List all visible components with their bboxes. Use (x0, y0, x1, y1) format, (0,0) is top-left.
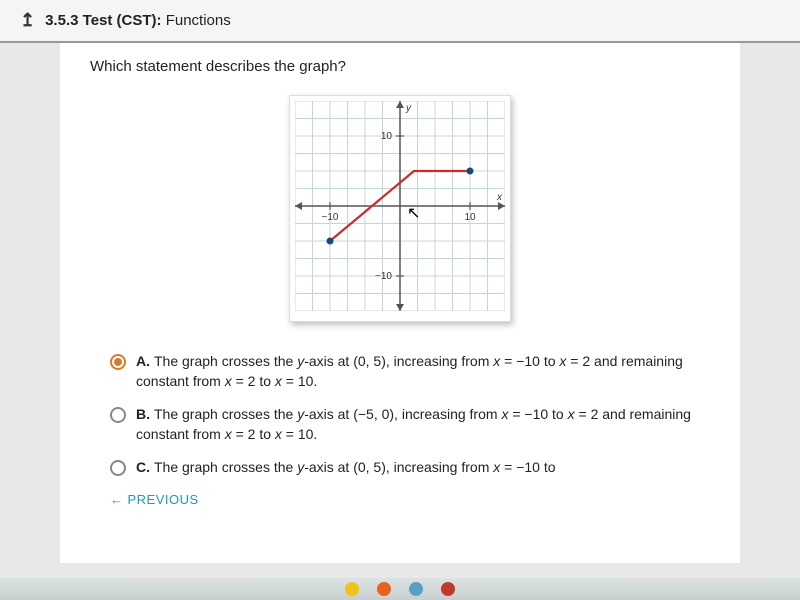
content-area: Which statement describes the graph? −10… (60, 43, 740, 563)
answer-letter: C. (136, 459, 150, 475)
svg-text:10: 10 (381, 131, 393, 142)
radio-button[interactable] (110, 460, 126, 476)
header-bar: ↥ 3.5.3 Test (CST): Functions (0, 0, 800, 43)
answer-letter: A. (136, 353, 150, 369)
arrow-left-icon: ← (110, 492, 124, 507)
svg-text:10: 10 (464, 212, 476, 223)
previous-label: PREVIOUS (128, 492, 199, 507)
answer-text: C.The graph crosses the y-axis at (0, 5)… (136, 458, 556, 478)
answer-letter: B. (136, 406, 150, 422)
gear-icon[interactable] (409, 582, 423, 596)
app-icon[interactable] (441, 582, 455, 596)
back-arrow-icon[interactable]: ↥ (20, 10, 35, 31)
test-label: Test (CST): (83, 12, 162, 29)
svg-text:−10: −10 (322, 212, 339, 223)
subject: Functions (166, 12, 231, 29)
section-num: 3.5.3 (45, 12, 78, 29)
answer-text: B.The graph crosses the y-axis at (−5, 0… (136, 405, 710, 444)
answer-option[interactable]: B.The graph crosses the y-axis at (−5, 0… (110, 405, 710, 444)
drive-icon[interactable] (377, 582, 391, 596)
taskbar (0, 578, 800, 600)
previous-button[interactable]: ← PREVIOUS (110, 492, 710, 507)
svg-text:−10: −10 (375, 271, 392, 282)
graph-container: −101010−10xy ↖ (289, 95, 511, 322)
radio-button[interactable] (110, 407, 126, 423)
answer-text: A.The graph crosses the y-axis at (0, 5)… (136, 352, 710, 391)
answer-option[interactable]: A.The graph crosses the y-axis at (0, 5)… (110, 352, 710, 391)
svg-text:y: y (405, 103, 412, 114)
chrome-icon[interactable] (345, 582, 359, 596)
graph-svg: −10 10 10 −10 x y (295, 101, 505, 311)
question-text: Which statement describes the graph? (90, 58, 710, 75)
answer-option[interactable]: C.The graph crosses the y-axis at (0, 5)… (110, 458, 710, 478)
graph-wrapper: −101010−10xy ↖ (90, 95, 710, 322)
radio-button[interactable] (110, 354, 126, 370)
svg-text:x: x (496, 192, 503, 203)
header-title: 3.5.3 Test (CST): Functions (45, 12, 231, 29)
answers-list: A.The graph crosses the y-axis at (0, 5)… (110, 352, 710, 478)
